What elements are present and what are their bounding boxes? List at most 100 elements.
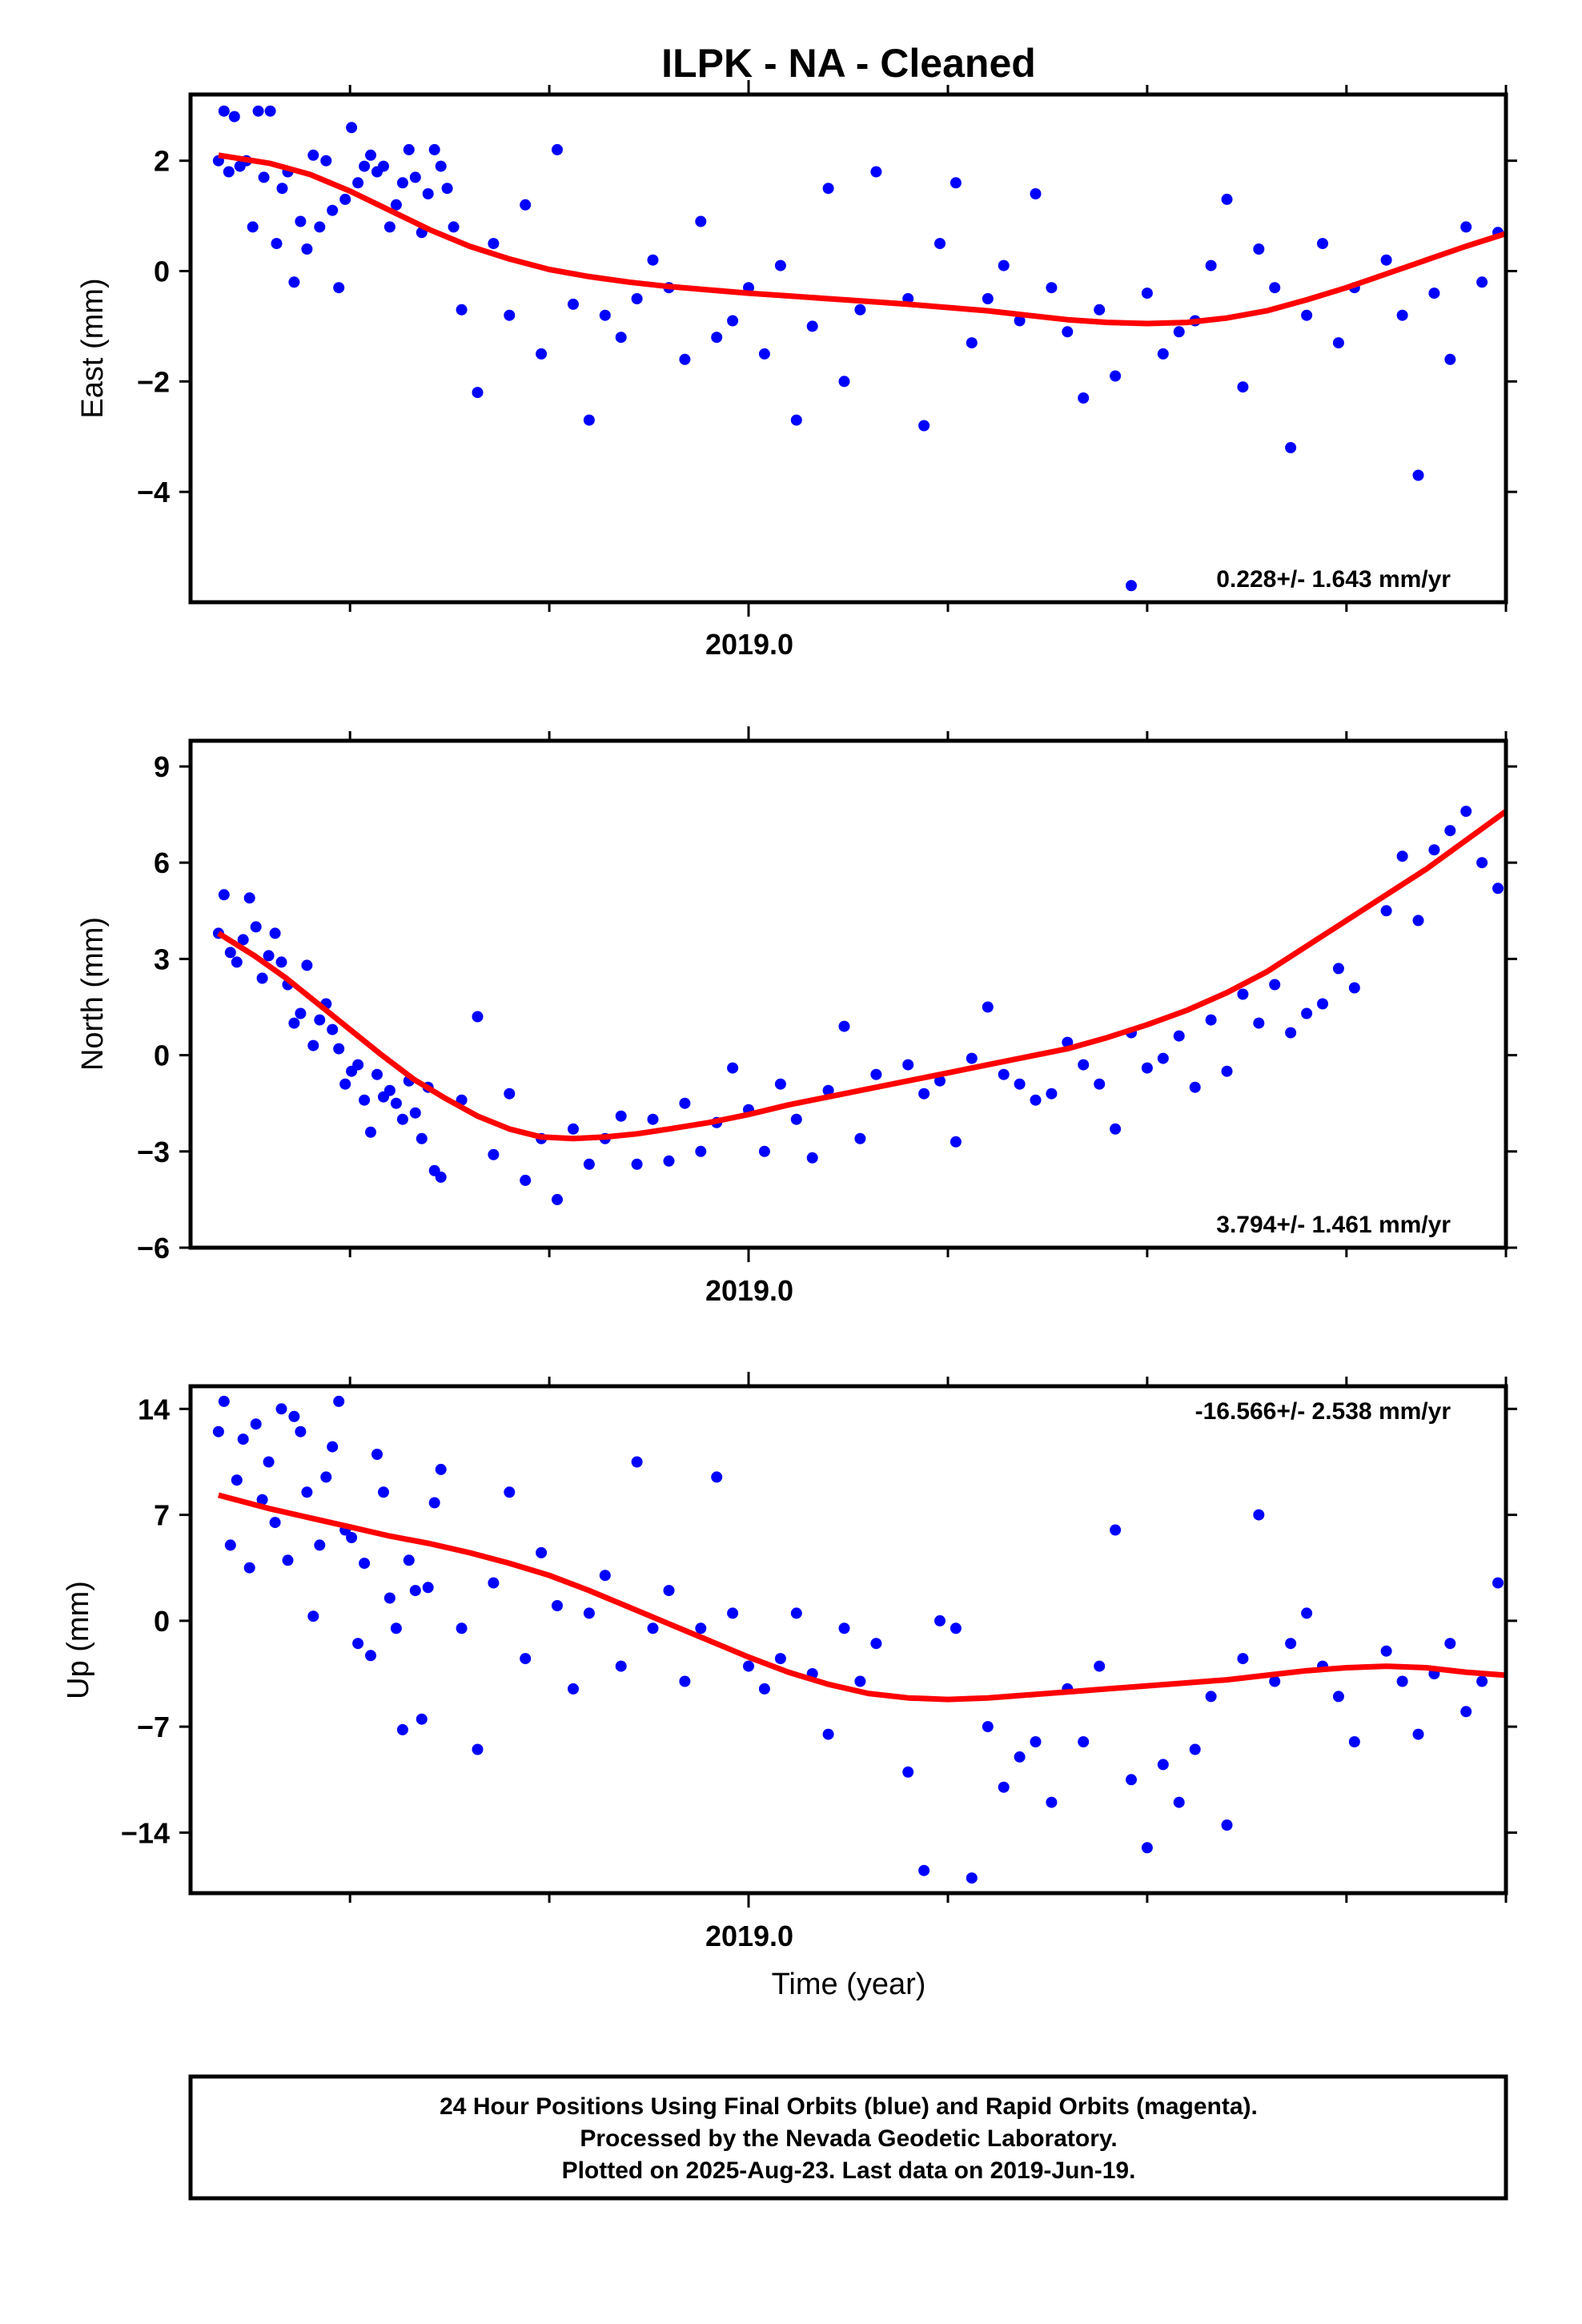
east-data-point xyxy=(258,171,270,183)
up-data-point xyxy=(1126,1774,1137,1786)
up-rate-label: -16.566+/- 2.538 mm/yr xyxy=(1195,1398,1452,1425)
up-data-point xyxy=(269,1517,281,1529)
north-data-point xyxy=(1285,1027,1297,1039)
north-data-point xyxy=(1332,963,1344,975)
north-data-point xyxy=(1237,988,1249,1000)
east-data-point xyxy=(806,320,818,332)
up-data-point xyxy=(282,1554,294,1566)
north-data-point xyxy=(982,1001,994,1013)
up-data-point xyxy=(390,1622,402,1634)
east-ytick-label: 0 xyxy=(154,255,170,288)
up-data-point xyxy=(1046,1796,1058,1808)
up-ytick-label: 7 xyxy=(154,1499,170,1532)
up-data-point xyxy=(950,1622,962,1634)
east-data-point xyxy=(403,143,415,155)
up-data-point xyxy=(1269,1675,1281,1687)
east-data-point xyxy=(1476,276,1488,288)
up-ylabel: Up (mm) xyxy=(62,1581,95,1699)
north-data-point xyxy=(966,1052,978,1064)
east-data-point xyxy=(504,309,516,321)
up-data-point xyxy=(1332,1691,1344,1703)
east-data-point xyxy=(1253,243,1265,255)
east-data-point xyxy=(1396,309,1408,321)
up-fit-curve xyxy=(218,1492,1507,1703)
east-data-point xyxy=(1221,193,1233,205)
up-data-point xyxy=(918,1864,930,1876)
up-data-point xyxy=(256,1494,268,1506)
east-data-point xyxy=(774,259,786,271)
up-plot-frame xyxy=(188,1384,1508,1896)
east-data-point xyxy=(383,221,396,233)
north-fit-line xyxy=(217,809,1508,1142)
north-xtick-label: 2019.0 xyxy=(705,1274,793,1307)
north-ytick-label: 6 xyxy=(154,846,170,879)
up-data-point xyxy=(1189,1743,1201,1755)
north-data-point xyxy=(1396,850,1408,862)
east-data-point xyxy=(488,238,500,250)
north-fit-curve xyxy=(217,809,1508,1142)
east-data-point xyxy=(695,215,707,227)
up-data-point xyxy=(416,1713,428,1725)
east-data-point xyxy=(264,105,276,117)
north-data-point xyxy=(854,1132,866,1144)
up-ytick-label: −14 xyxy=(121,1816,170,1849)
north-data-point xyxy=(552,1193,563,1205)
north-data-point xyxy=(1078,1059,1090,1071)
up-data-point xyxy=(1380,1645,1392,1657)
north-data-point xyxy=(1221,1065,1233,1077)
east-data-point xyxy=(1078,392,1090,404)
east-data-point xyxy=(1317,238,1328,250)
east-data-point xyxy=(1157,348,1169,360)
east-ytick-label: −4 xyxy=(137,476,170,509)
east-data-point xyxy=(1380,254,1392,266)
up-data-point xyxy=(218,1395,230,1407)
east-data-point xyxy=(435,160,447,172)
north-data-point xyxy=(790,1113,802,1125)
up-data-point xyxy=(1094,1660,1106,1672)
up-data-point xyxy=(966,1872,978,1884)
up-data-point xyxy=(647,1622,659,1634)
east-data-point xyxy=(288,276,300,288)
north-data-point xyxy=(295,1007,307,1019)
time-axis-label: Time (year) xyxy=(772,1968,926,2001)
north-ytick-label: −3 xyxy=(137,1136,170,1168)
up-data-point xyxy=(679,1675,691,1687)
up-data-point xyxy=(504,1486,516,1498)
north-data-point xyxy=(359,1094,371,1106)
north-data-point xyxy=(1141,1062,1153,1074)
east-data-point xyxy=(365,149,376,161)
east-data-point xyxy=(252,105,264,117)
north-data-point xyxy=(806,1152,818,1164)
east-data-point xyxy=(314,221,326,233)
up-data-point xyxy=(428,1497,440,1509)
north-data-point xyxy=(339,1078,351,1090)
north-data-point xyxy=(1046,1088,1058,1100)
east-data-point xyxy=(520,199,532,211)
east-data-point xyxy=(1237,381,1249,393)
up-data-point xyxy=(288,1410,300,1422)
north-plot-frame xyxy=(188,738,1508,1250)
north-data-point xyxy=(275,956,287,968)
up-data-point xyxy=(212,1425,224,1437)
up-data-point xyxy=(320,1471,332,1483)
east-data-point xyxy=(378,160,389,172)
north-data-point xyxy=(1253,1017,1265,1029)
east-data-point xyxy=(854,304,866,316)
north-data-point xyxy=(250,921,262,933)
east-data-point xyxy=(456,304,468,316)
north-data-point xyxy=(472,1011,484,1023)
east-xtick-label: 2019.0 xyxy=(705,628,793,661)
east-data-point xyxy=(870,166,882,178)
east-data-point xyxy=(359,160,371,172)
east-ticks: 2 0 −2 −4 xyxy=(137,80,1517,617)
up-data-point xyxy=(403,1554,415,1566)
east-data-point xyxy=(982,293,994,304)
up-data-point xyxy=(1396,1675,1408,1687)
up-data-point xyxy=(383,1592,396,1604)
east-data-point xyxy=(966,337,978,349)
north-data-point xyxy=(307,1039,319,1051)
north-data-point xyxy=(950,1136,962,1148)
up-data-point xyxy=(822,1728,834,1740)
up-data-point xyxy=(1348,1736,1360,1747)
east-data-point xyxy=(679,353,691,365)
